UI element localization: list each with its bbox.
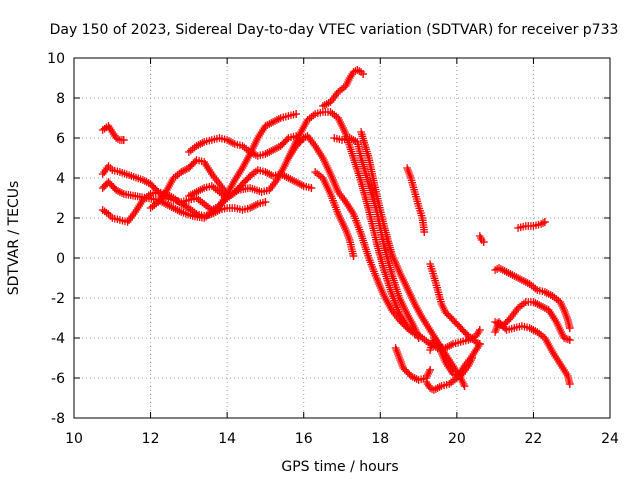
y-tick-label: 6 [56, 131, 65, 147]
x-tick-label: 16 [295, 431, 313, 447]
data-point [307, 184, 316, 192]
data-point [475, 326, 484, 334]
x-tick-label: 12 [142, 431, 160, 447]
x-tick-label: 10 [65, 431, 83, 447]
series-s14 [391, 344, 434, 384]
data-point [541, 218, 549, 226]
series-s6 [185, 132, 304, 160]
data-point [565, 336, 574, 344]
series-s18 [475, 232, 488, 246]
data-point [420, 228, 429, 236]
y-tick-label: 2 [56, 211, 65, 227]
x-tick-label: 14 [218, 431, 236, 447]
y-tick-label: -8 [51, 411, 65, 427]
x-tick-label: 24 [601, 431, 619, 447]
series-s22 [514, 218, 549, 232]
x-tick-label: 22 [525, 431, 543, 447]
series-s5 [146, 156, 231, 212]
series-s21 [491, 298, 574, 344]
data-point [565, 324, 574, 332]
series-s10 [319, 66, 367, 110]
y-tick-label: -6 [51, 371, 65, 387]
series-s17 [426, 334, 477, 380]
x-tick-label: 20 [448, 431, 466, 447]
data-point [460, 382, 469, 390]
data-point [565, 380, 574, 388]
series-s13 [403, 164, 429, 236]
x-tick-label: 18 [371, 431, 389, 447]
data-point [349, 252, 358, 260]
y-tick-labels: -8 -6 -4 -2 0 2 4 6 8 10 [47, 51, 65, 427]
y-axis-label: SDTVAR / TECUs [6, 181, 22, 296]
data-point [98, 184, 107, 192]
data-point [119, 136, 128, 144]
axis-ticks [73, 57, 611, 419]
y-tick-label: 0 [56, 251, 65, 267]
y-tick-label: 4 [56, 171, 65, 187]
series-s4 [98, 188, 270, 226]
data-point [479, 238, 488, 246]
grid-lines [74, 58, 610, 418]
series-s20 [491, 318, 574, 388]
series-s19 [491, 264, 574, 332]
data-point [468, 354, 477, 362]
series-s9 [311, 168, 358, 260]
y-tick-label: -2 [51, 291, 65, 307]
series-s1 [98, 122, 128, 144]
data-point [426, 366, 434, 374]
y-tick-label: 8 [56, 91, 65, 107]
series-s15 [426, 260, 484, 348]
series-s8 [284, 132, 419, 338]
y-tick-label: 10 [47, 51, 65, 67]
series-s12 [357, 128, 469, 390]
x-axis-label: GPS time / hours [281, 459, 398, 475]
series-s7 [185, 166, 316, 202]
chart-title: Day 150 of 2023, Sidereal Day-to-day VTE… [50, 22, 619, 38]
plot-frame [73, 57, 611, 419]
data-point [359, 70, 367, 78]
y-tick-label: -4 [51, 331, 65, 347]
x-tick-labels: 10 12 14 16 18 20 22 24 [65, 431, 619, 447]
data-point [261, 198, 270, 206]
data-points [98, 66, 574, 394]
data-point [475, 340, 484, 348]
data-point [414, 334, 423, 342]
data-point [292, 110, 300, 118]
